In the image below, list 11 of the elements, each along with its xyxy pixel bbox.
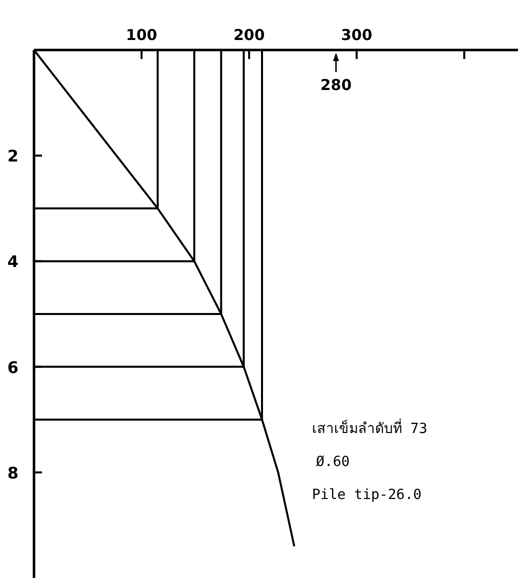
y-tick-label: 8 bbox=[7, 463, 19, 482]
x-tick-label: 100 bbox=[126, 26, 158, 44]
y-tick-label: 4 bbox=[7, 252, 19, 272]
annotation: Ø.60 bbox=[316, 454, 350, 470]
x-tick-label: 200 bbox=[233, 26, 265, 44]
y-tick-label: 2 bbox=[7, 146, 19, 166]
x-tick-label: 300 bbox=[341, 26, 372, 44]
annotation: 280 bbox=[320, 76, 352, 94]
y-tick-label: 6 bbox=[7, 358, 19, 377]
annotation: เสาเข็มลำดับที่ 73 bbox=[312, 419, 428, 437]
annotation: Pile tip-26.0 bbox=[312, 487, 422, 503]
